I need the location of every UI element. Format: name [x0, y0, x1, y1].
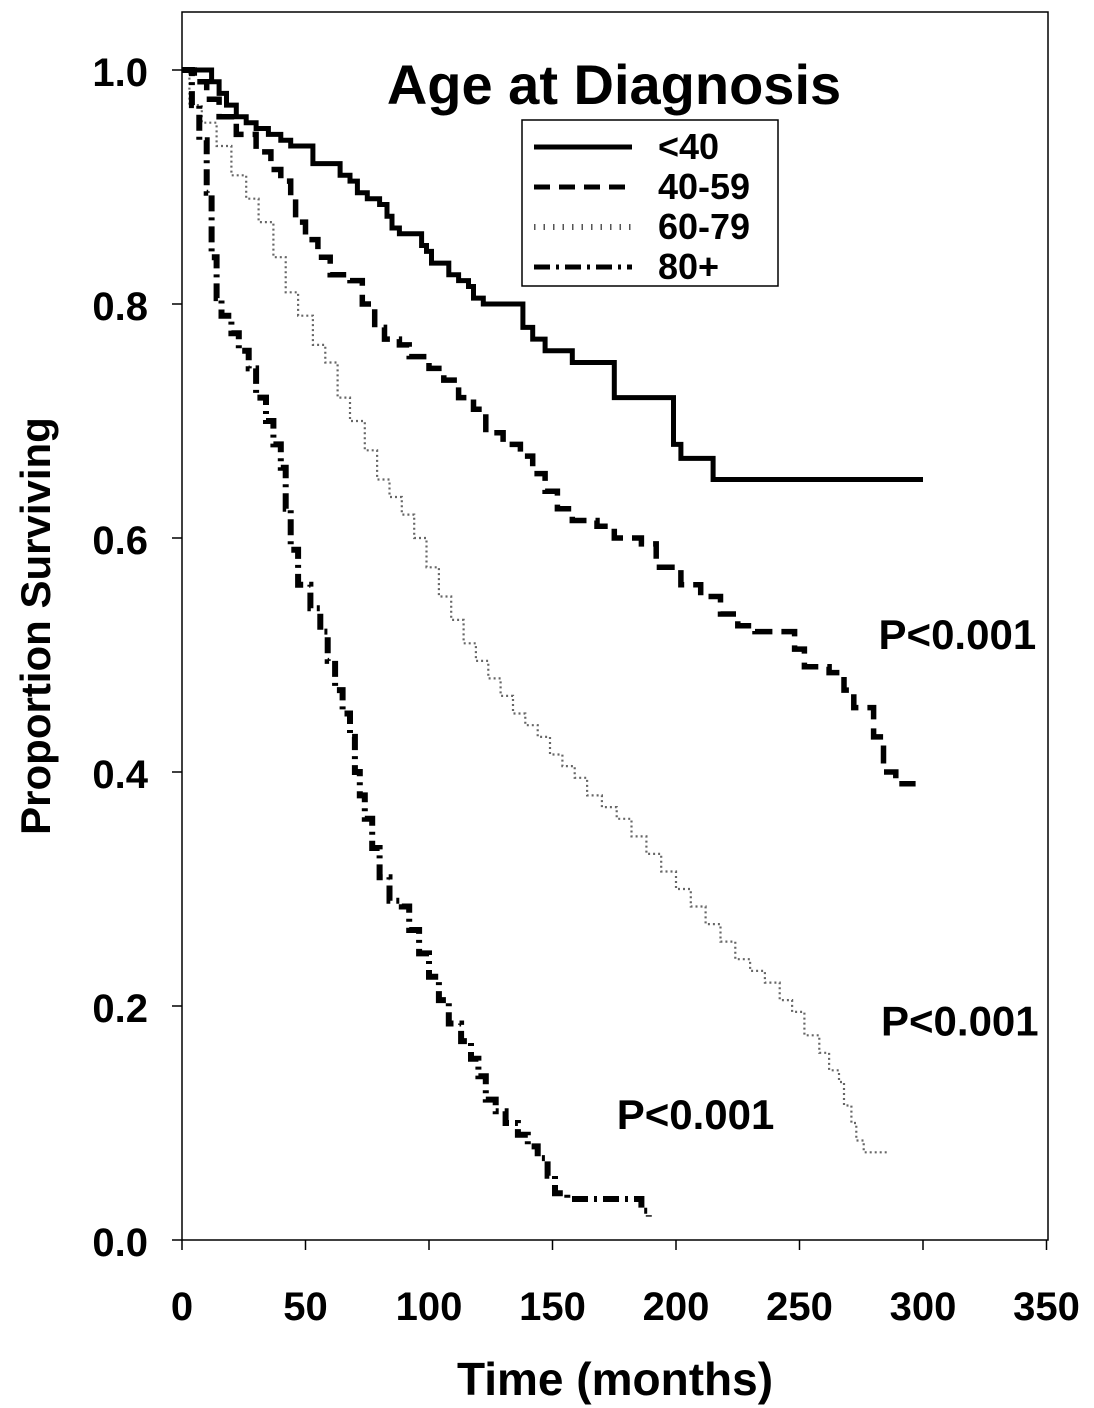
x-tick-label-150: 150 — [519, 1285, 586, 1329]
y-tick-label-5: 1.0 — [92, 51, 148, 95]
series-line-0 — [182, 67, 923, 482]
p-value-annotation-1: P<0.001 — [881, 997, 1039, 1044]
series-line-3 — [182, 67, 652, 1217]
series-layer — [182, 67, 923, 1217]
y-tick-label-1: 0.2 — [92, 987, 148, 1031]
x-tick-label-0: 0 — [171, 1285, 193, 1329]
y-tick-label-2: 0.4 — [92, 753, 148, 797]
legend-label-40-59: 40-59 — [658, 166, 750, 207]
p-value-annotation-0: P<0.001 — [879, 611, 1037, 658]
x-axis-label: Time (months) — [457, 1353, 773, 1405]
plot-frame — [181, 11, 1049, 1241]
y-tick-label-0: 0.0 — [92, 1221, 148, 1265]
x-tick-label-300: 300 — [890, 1285, 957, 1329]
p-value-annotation-2: P<0.001 — [617, 1091, 775, 1138]
chart-title: Age at Diagnosis — [387, 53, 841, 116]
y-tick-label-4: 0.8 — [92, 285, 148, 329]
annotation-layer: P<0.001 P<0.001 P<0.001 — [617, 611, 1039, 1138]
series-line-1 — [182, 67, 916, 787]
legend-label-lt40: <40 — [658, 126, 719, 167]
legend: <40 40-59 60-79 80+ — [521, 119, 779, 287]
y-axis-label: Proportion Surviving — [12, 417, 59, 835]
y-tick-label-3: 0.6 — [92, 519, 148, 563]
x-tick-label-50: 50 — [283, 1285, 328, 1329]
x-tick-label-200: 200 — [643, 1285, 710, 1329]
x-tick-label-100: 100 — [396, 1285, 463, 1329]
x-tick-label-350: 350 — [1013, 1285, 1080, 1329]
legend-label-60-79: 60-79 — [658, 206, 750, 247]
legend-label-80plus: 80+ — [658, 246, 719, 287]
axes: 0 50 100 150 200 250 300 350 0.0 0.2 0.4 0.6 0.8 1.0 — [92, 51, 1079, 1329]
x-tick-label-250: 250 — [766, 1285, 833, 1329]
